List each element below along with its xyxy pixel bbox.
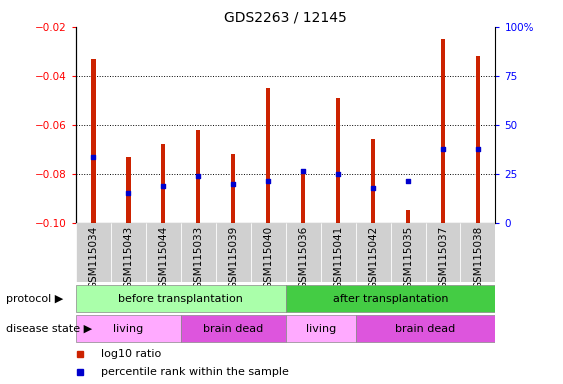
- Bar: [76, 315, 181, 343]
- Text: GSM115039: GSM115039: [228, 226, 238, 289]
- Bar: [441, 39, 445, 223]
- Bar: [371, 139, 375, 223]
- Bar: [426, 223, 461, 282]
- Text: GSM115040: GSM115040: [263, 226, 273, 289]
- Bar: [285, 285, 495, 313]
- Bar: [285, 315, 356, 343]
- Text: GSM115038: GSM115038: [473, 226, 483, 289]
- Point: [439, 146, 448, 152]
- Bar: [301, 171, 305, 223]
- Point: [369, 185, 378, 192]
- Text: brain dead: brain dead: [203, 323, 263, 334]
- Bar: [251, 223, 286, 282]
- Bar: [111, 223, 146, 282]
- Bar: [336, 98, 340, 223]
- Text: GSM115044: GSM115044: [158, 226, 168, 289]
- Point: [299, 168, 308, 174]
- Text: GSM115035: GSM115035: [403, 226, 413, 289]
- Point: [124, 190, 133, 196]
- Point: [89, 154, 98, 160]
- Text: living: living: [113, 323, 144, 334]
- Bar: [91, 59, 96, 223]
- Bar: [216, 223, 251, 282]
- Text: percentile rank within the sample: percentile rank within the sample: [101, 366, 289, 377]
- Bar: [196, 130, 200, 223]
- Bar: [356, 223, 391, 282]
- Title: GDS2263 / 12145: GDS2263 / 12145: [224, 10, 347, 24]
- Bar: [461, 223, 495, 282]
- Bar: [266, 88, 270, 223]
- Text: GSM115043: GSM115043: [123, 226, 133, 289]
- Text: GSM115033: GSM115033: [193, 226, 203, 289]
- Text: GSM115036: GSM115036: [298, 226, 308, 289]
- Text: before transplantation: before transplantation: [118, 293, 243, 304]
- Bar: [285, 223, 321, 282]
- Bar: [356, 315, 495, 343]
- Text: living: living: [306, 323, 336, 334]
- Text: GSM115037: GSM115037: [438, 226, 448, 289]
- Bar: [161, 144, 166, 223]
- Bar: [146, 223, 181, 282]
- Point: [194, 173, 203, 179]
- Text: GSM115034: GSM115034: [88, 226, 99, 289]
- Text: GSM115042: GSM115042: [368, 226, 378, 289]
- Text: GSM115041: GSM115041: [333, 226, 343, 289]
- Text: brain dead: brain dead: [395, 323, 455, 334]
- Point: [334, 170, 343, 177]
- Text: disease state ▶: disease state ▶: [6, 323, 92, 334]
- Point: [159, 183, 168, 189]
- Point: [404, 178, 413, 184]
- Bar: [181, 315, 286, 343]
- Bar: [126, 157, 131, 223]
- Bar: [321, 223, 356, 282]
- Bar: [76, 285, 285, 313]
- Text: after transplantation: after transplantation: [333, 293, 448, 304]
- Point: [263, 178, 272, 184]
- Bar: [181, 223, 216, 282]
- Bar: [231, 154, 235, 223]
- Point: [473, 146, 482, 152]
- Bar: [76, 223, 111, 282]
- Bar: [476, 56, 480, 223]
- Bar: [391, 223, 426, 282]
- Text: log10 ratio: log10 ratio: [101, 349, 162, 359]
- Text: protocol ▶: protocol ▶: [6, 293, 63, 304]
- Bar: [406, 210, 410, 223]
- Point: [229, 180, 238, 187]
